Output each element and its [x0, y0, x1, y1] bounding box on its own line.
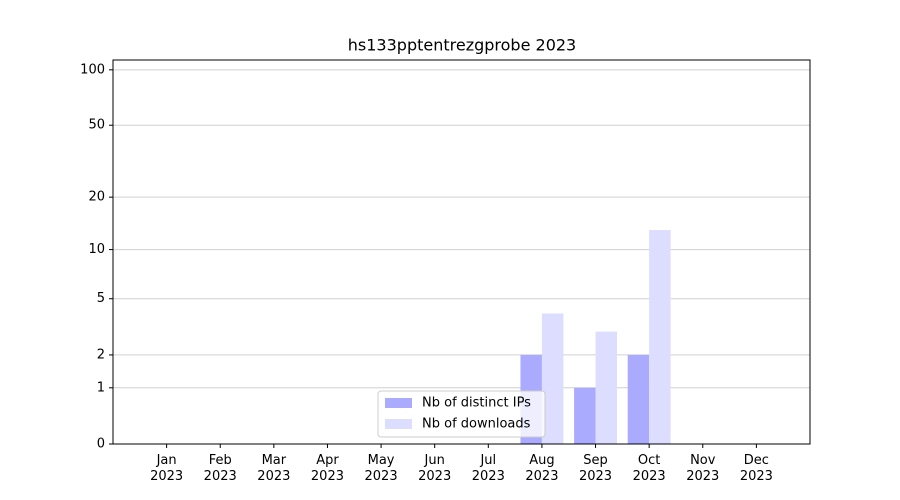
- chart-title: hs133pptentrezgprobe 2023: [348, 36, 576, 55]
- x-tick-label: Mar 2023: [257, 453, 291, 484]
- plot-frame: [112, 59, 811, 445]
- y-tick-label: 100: [80, 62, 105, 77]
- legend-label: Nb of distinct IPs: [422, 396, 531, 411]
- bar: [627, 354, 650, 444]
- y-tick-label: 1: [97, 380, 105, 395]
- y-tick-label: 50: [88, 118, 105, 133]
- legend-swatch: [385, 398, 412, 408]
- x-tick-label: Aug 2023: [525, 453, 559, 484]
- legend-box: [377, 390, 546, 438]
- y-tick-label: 2: [97, 347, 105, 362]
- bar: [595, 331, 617, 444]
- y-tick-label: 10: [88, 242, 105, 257]
- bar: [649, 230, 671, 444]
- x-tick-label: Jan 2023: [150, 453, 184, 484]
- y-tick-label: 5: [97, 291, 105, 306]
- legend-label: Nb of downloads: [422, 417, 531, 432]
- legend-swatch: [385, 419, 412, 429]
- y-tick-label: 20: [88, 190, 105, 205]
- x-tick-label: Feb 2023: [203, 453, 237, 484]
- bar: [574, 387, 596, 444]
- x-tick-label: Apr 2023: [310, 453, 344, 484]
- x-tick-label: Jul 2023: [471, 453, 505, 484]
- bar: [541, 313, 564, 444]
- x-tick-label: Nov 2023: [686, 453, 720, 484]
- x-tick-label: Oct 2023: [632, 453, 666, 484]
- x-tick-label: May 2023: [364, 453, 398, 484]
- x-tick-label: Jun 2023: [418, 453, 452, 484]
- x-tick-label: Dec 2023: [739, 453, 773, 484]
- x-tick-label: Sep 2023: [578, 453, 613, 484]
- y-tick-label: 0: [97, 437, 105, 452]
